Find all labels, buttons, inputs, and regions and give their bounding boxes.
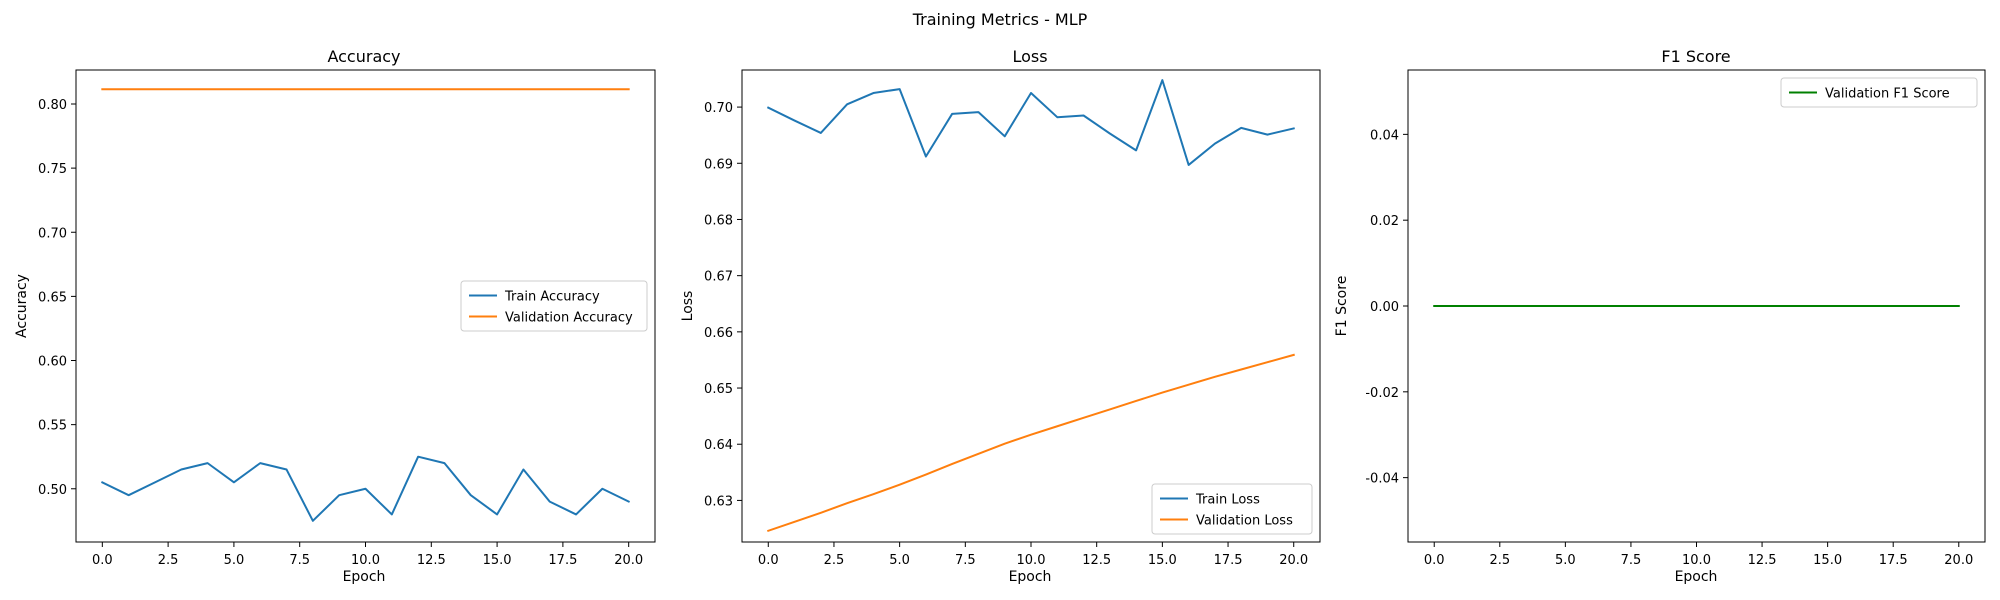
loss-x-tick-label: 15.0 [1148, 553, 1177, 568]
figure-title: Training Metrics - MLP [912, 10, 1088, 29]
accuracy-legend-label-2: Validation Accuracy [505, 311, 633, 326]
f1-x-tick-label: 20.0 [1944, 553, 1973, 568]
loss-axes-frame [741, 69, 1321, 543]
accuracy-series-line-1 [100, 455, 631, 522]
loss-x-axis-label: Epoch [1009, 569, 1052, 585]
loss-series-line-2 [767, 353, 1295, 533]
loss-x-tick-label: 10.0 [1017, 553, 1046, 568]
loss-y-tick-label: 0.67 [704, 270, 733, 285]
accuracy-x-axis-label: Epoch [343, 569, 386, 585]
f1-x-tick-label: 15.0 [1813, 553, 1842, 568]
f1-plot-area: 0.0 2.5 5.0 7.5 10.0 12.5 15.0 17.5 20.0 -0.04 -0.… [1365, 69, 1986, 568]
loss-plot-area: 0.0 2.5 5.0 7.5 10.0 12.5 15.0 17.5 20.0 0.63 0.64… [704, 69, 1321, 568]
f1-y-tick-label: -0.04 [1365, 472, 1399, 487]
f1-y-tick-label: -0.02 [1365, 386, 1399, 401]
f1-y-tick-label: 0.00 [1370, 300, 1399, 315]
accuracy-y-tick-label: 0.75 [38, 162, 67, 177]
f1-x-tick-label: 0.0 [1424, 553, 1445, 568]
loss-y-tick-label: 0.70 [704, 101, 733, 116]
loss-chart-title: Loss [1012, 47, 1047, 66]
accuracy-x-tick-label: 10.0 [351, 553, 380, 568]
accuracy-y-tick-label: 0.80 [38, 98, 67, 113]
accuracy-plot-area: 0.0 2.5 5.0 7.5 10.0 12.5 15.0 17.5 20.0 0.50 0.55… [38, 69, 656, 568]
loss-x-tick-label: 17.5 [1214, 553, 1243, 568]
loss-legend-box [1151, 483, 1313, 535]
loss-legend-label-2: Validation Loss [1196, 514, 1293, 529]
f1-y-tick-label: 0.02 [1370, 214, 1399, 229]
loss-y-tick-label: 0.64 [704, 438, 733, 453]
loss-series-line-1 [766, 79, 1295, 166]
accuracy-x-tick-label: 20.0 [614, 553, 643, 568]
f1-chart-title: F1 Score [1661, 47, 1730, 66]
f1-x-tick-label: 5.0 [1555, 553, 1576, 568]
accuracy-chart: Accuracy Epoch Accuracy [14, 47, 401, 585]
accuracy-y-tick-label: 0.70 [38, 226, 67, 241]
accuracy-x-tick-label: 2.5 [158, 553, 179, 568]
loss-x-tick-label: 5.0 [889, 553, 910, 568]
loss-y-axis-label: Loss [680, 291, 696, 322]
accuracy-legend: Train Accuracy Validation Accuracy [460, 280, 648, 332]
accuracy-chart-title: Accuracy [327, 47, 400, 66]
loss-x-tick-label: 20.0 [1279, 553, 1308, 568]
accuracy-x-tick-label: 15.0 [483, 553, 512, 568]
accuracy-y-tick-label: 0.60 [38, 355, 67, 370]
f1-legend-box [1780, 77, 1978, 108]
accuracy-x-tick-label: 5.0 [224, 553, 245, 568]
loss-x-tick-label: 7.5 [955, 553, 976, 568]
f1-y-axis-label: F1 Score [1334, 276, 1350, 337]
accuracy-x-tick-label: 17.5 [548, 553, 577, 568]
loss-x-tick-label: 2.5 [824, 553, 845, 568]
loss-y-tick-label: 0.68 [704, 213, 733, 228]
f1-x-axis-label: Epoch [1675, 569, 1718, 585]
f1-legend: Validation F1 Score [1780, 77, 1978, 108]
loss-y-tick-label: 0.66 [704, 326, 733, 341]
loss-y-tick-label: 0.69 [704, 157, 733, 172]
loss-x-tick-label: 0.0 [758, 553, 779, 568]
loss-legend: Train Loss Validation Loss [1151, 483, 1313, 535]
f1-x-tick-label: 10.0 [1682, 553, 1711, 568]
f1-axes-frame [1407, 69, 1986, 543]
f1-x-tick-label: 7.5 [1621, 553, 1642, 568]
accuracy-axes-frame [75, 69, 656, 543]
loss-chart: Loss Epoch Loss [680, 47, 1051, 585]
accuracy-y-axis-label: Accuracy [14, 274, 30, 338]
accuracy-x-tick-label: 0.0 [92, 553, 113, 568]
f1-legend-label-1: Validation F1 Score [1825, 87, 1950, 102]
accuracy-y-tick-label: 0.50 [38, 483, 67, 498]
loss-legend-label-1: Train Loss [1195, 493, 1260, 508]
loss-x-tick-label: 12.5 [1082, 553, 1111, 568]
f1-x-tick-label: 2.5 [1489, 553, 1510, 568]
loss-y-tick-label: 0.65 [704, 382, 733, 397]
accuracy-x-tick-label: 7.5 [289, 553, 310, 568]
accuracy-legend-label-1: Train Accuracy [504, 290, 600, 305]
f1-y-tick-label: 0.04 [1370, 128, 1399, 143]
accuracy-y-tick-label: 0.55 [38, 419, 67, 434]
f1-chart: F1 Score Epoch F1 Score [1334, 47, 1731, 585]
accuracy-x-tick-label: 12.5 [417, 553, 446, 568]
f1-x-tick-label: 12.5 [1748, 553, 1777, 568]
accuracy-legend-box [460, 280, 648, 332]
f1-x-tick-label: 17.5 [1879, 553, 1908, 568]
loss-y-tick-label: 0.63 [704, 494, 733, 509]
accuracy-y-tick-label: 0.65 [38, 290, 67, 305]
